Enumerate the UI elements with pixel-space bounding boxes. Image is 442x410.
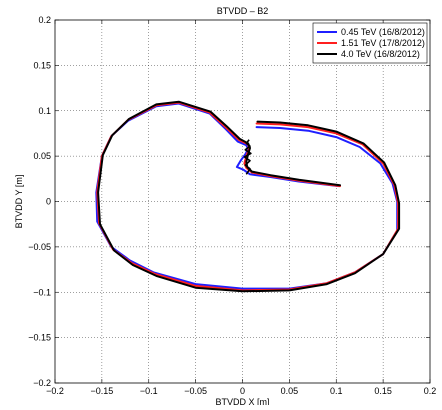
y-tick-label: 0.05: [33, 151, 51, 161]
y-tick-label: 0.2: [38, 15, 51, 25]
y-tick-label: −0.2: [33, 378, 51, 388]
series-tangle-segment: [243, 139, 252, 175]
y-tick-label: 0: [46, 197, 51, 207]
axis-ticks: −0.2 −0.15 −0.1 −0.05 0 0.05 0.1 0.15 0.2 −0.2 −0.…: [28, 15, 436, 396]
legend-label: 1.51 TeV (17/8/2012): [341, 38, 425, 48]
x-tick-label: 0.15: [374, 386, 392, 396]
legend: 0.45 TeV (16/8/2012)1.51 TeV (17/8/2012)…: [312, 22, 428, 64]
x-tick-label: 0.2: [424, 386, 437, 396]
y-tick-label: −0.15: [28, 333, 51, 343]
x-tick-label: −0.05: [184, 386, 207, 396]
grid: [55, 20, 430, 383]
x-tick-label: 0: [240, 386, 245, 396]
y-tick-label: −0.05: [28, 242, 51, 252]
series-line-2: [96, 101, 400, 292]
y-tick-label: 0.1: [38, 106, 51, 116]
series-line-1: [95, 102, 399, 290]
x-axis-title: BTVDD X [m]: [215, 397, 269, 405]
y-tick-label: 0.15: [33, 60, 51, 70]
x-tick-label: −0.2: [46, 386, 64, 396]
series-line-3: [97, 100, 401, 293]
x-tick-label: −0.15: [90, 386, 113, 396]
x-tick-label: 0.05: [281, 386, 299, 396]
x-tick-label: −0.1: [140, 386, 158, 396]
series-group: [95, 100, 401, 293]
y-tick-label: −0.1: [33, 287, 51, 297]
x-tick-label: 0.1: [330, 386, 343, 396]
plot-frame: [54, 19, 431, 384]
y-axis-title: BTVDD Y [m]: [14, 175, 24, 229]
legend-label: 4.0 TeV (16/8/2012): [341, 49, 420, 59]
legend-label: 0.45 TeV (16/8/2012): [341, 27, 425, 37]
chart-title: BTVDD – B2: [217, 6, 269, 16]
